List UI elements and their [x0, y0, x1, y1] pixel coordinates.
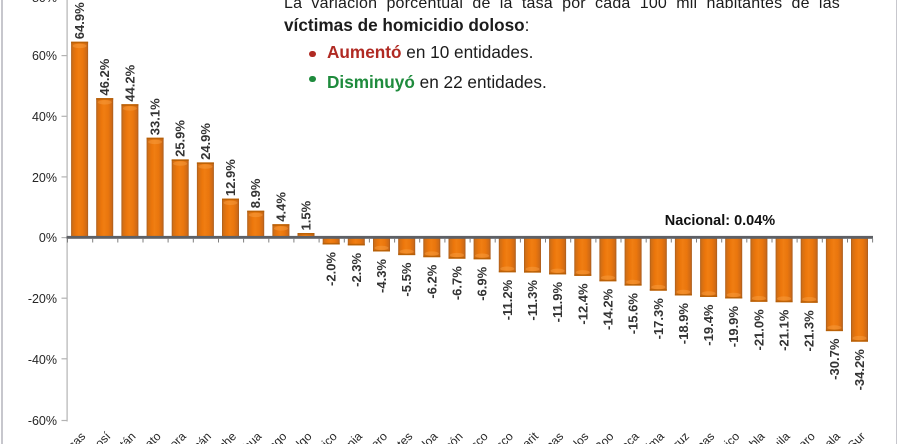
svg-text:-12.4%: -12.4%: [575, 283, 590, 325]
svg-text:25.9%: 25.9%: [173, 120, 188, 157]
svg-text:-6.2%: -6.2%: [424, 264, 439, 298]
svg-text:46.2%: 46.2%: [97, 58, 112, 95]
svg-text:-21.3%: -21.3%: [802, 310, 817, 352]
svg-text:-2.0%: -2.0%: [324, 252, 339, 286]
svg-text:-11.2%: -11.2%: [500, 279, 515, 320]
svg-text:-30.7%: -30.7%: [827, 338, 842, 380]
svg-text:8.9%: 8.9%: [248, 178, 263, 208]
svg-text:-15.6%: -15.6%: [626, 293, 641, 335]
svg-text:-2.3%: -2.3%: [349, 252, 364, 286]
svg-text:44.2%: 44.2%: [122, 64, 137, 101]
svg-text:4.4%: 4.4%: [273, 192, 288, 222]
svg-text:33.1%: 33.1%: [148, 98, 163, 135]
svg-text:-21.1%: -21.1%: [777, 309, 792, 351]
svg-text:-14.2%: -14.2%: [600, 288, 615, 330]
svg-text:12.9%: 12.9%: [223, 159, 238, 196]
svg-text:-11.9%: -11.9%: [550, 281, 565, 322]
svg-text:-6.9%: -6.9%: [475, 266, 490, 300]
svg-text:-19.9%: -19.9%: [726, 306, 741, 348]
svg-text:-11.3%: -11.3%: [525, 280, 540, 321]
svg-text:-6.7%: -6.7%: [450, 266, 465, 300]
svg-text:-5.5%: -5.5%: [399, 262, 414, 296]
svg-text:-21.0%: -21.0%: [751, 309, 766, 351]
svg-text:Zacatecas: Zacatecas: [39, 429, 88, 444]
svg-text:-18.9%: -18.9%: [676, 303, 691, 345]
svg-text:-17.3%: -17.3%: [651, 298, 666, 340]
svg-text:-4.3%: -4.3%: [374, 259, 389, 293]
svg-text:1.5%: 1.5%: [299, 200, 314, 230]
svg-text:-19.4%: -19.4%: [701, 304, 716, 346]
svg-text:64.9%: 64.9%: [72, 2, 87, 39]
svg-text:-34.2%: -34.2%: [852, 349, 867, 391]
svg-text:24.9%: 24.9%: [198, 123, 213, 160]
